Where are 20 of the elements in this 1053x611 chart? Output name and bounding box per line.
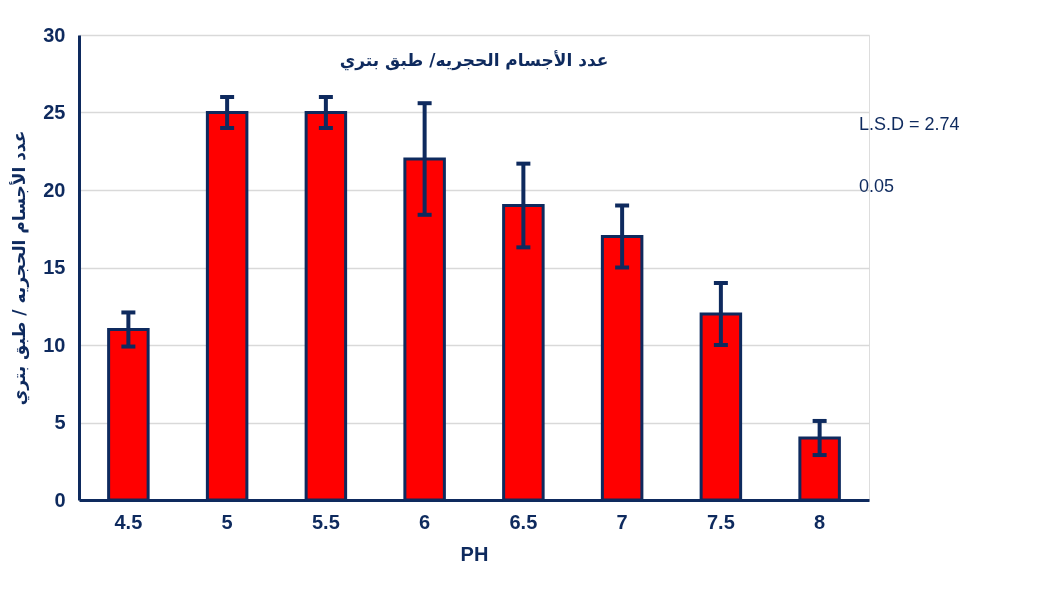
y-tick-label: 0: [54, 488, 66, 511]
y-tick-label: 10: [43, 333, 66, 356]
x-tick-label: 5: [221, 510, 233, 533]
x-tick-label: 5.5: [311, 510, 340, 533]
x-tick-label: 6: [419, 510, 431, 533]
x-tick-label: 7.5: [706, 510, 735, 533]
y-tick-label: 25: [43, 101, 66, 123]
x-tick-label: 6.5: [509, 510, 538, 533]
text: عدد الأجسام الحجريه/ طبق بتري: [339, 50, 609, 71]
y-tick-label: 20: [43, 178, 66, 201]
annotation: 0.05: [859, 176, 895, 196]
y-axis-title: عدد الأجسام الحجريه / طبق بتري: [9, 130, 31, 406]
y-tick-label: 30: [43, 23, 66, 46]
y-tick-label: 15: [43, 256, 66, 278]
x-tick-label: 7: [616, 510, 628, 533]
annotation: L.S.D = 2.74: [859, 114, 960, 134]
x-tick-label: 8: [814, 510, 826, 533]
x-tick-label: 4.5: [114, 510, 143, 533]
x-axis-title: PH: [460, 542, 489, 565]
y-tick-label: 5: [54, 411, 66, 433]
